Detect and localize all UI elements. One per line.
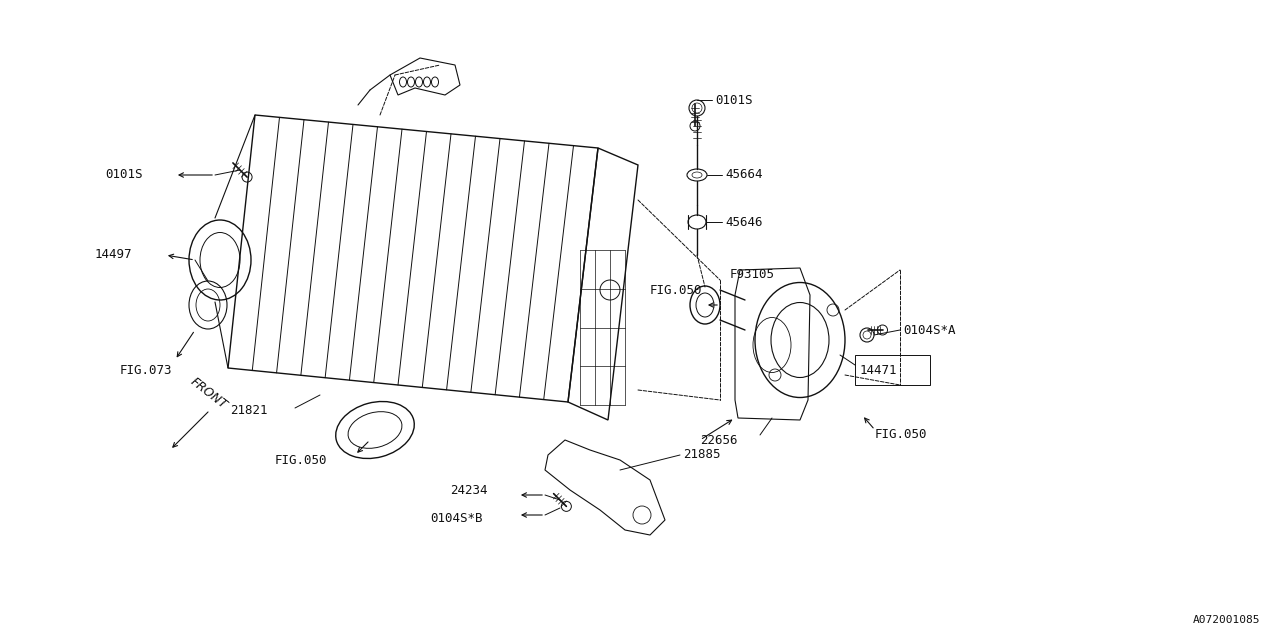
Text: FIG.050: FIG.050: [876, 429, 928, 442]
Text: 0104S*A: 0104S*A: [902, 323, 955, 337]
Text: FRONT: FRONT: [188, 376, 229, 412]
Text: FIG.073: FIG.073: [120, 364, 173, 376]
Text: 0104S*B: 0104S*B: [430, 511, 483, 525]
Text: FIG.050: FIG.050: [650, 284, 703, 296]
Text: 14497: 14497: [95, 248, 133, 262]
Text: 14471: 14471: [860, 364, 897, 376]
Text: 22656: 22656: [700, 433, 737, 447]
Text: 21821: 21821: [230, 403, 268, 417]
Text: 0101S: 0101S: [716, 93, 753, 106]
Text: 45646: 45646: [724, 216, 763, 228]
Text: F93105: F93105: [730, 269, 774, 282]
Text: 24234: 24234: [451, 483, 488, 497]
Text: A072001085: A072001085: [1193, 615, 1260, 625]
Text: 21885: 21885: [684, 449, 721, 461]
Text: FIG.050: FIG.050: [275, 454, 328, 467]
Text: 45664: 45664: [724, 168, 763, 182]
Bar: [855, 355, 931, 385]
Text: 0101S: 0101S: [105, 168, 142, 182]
